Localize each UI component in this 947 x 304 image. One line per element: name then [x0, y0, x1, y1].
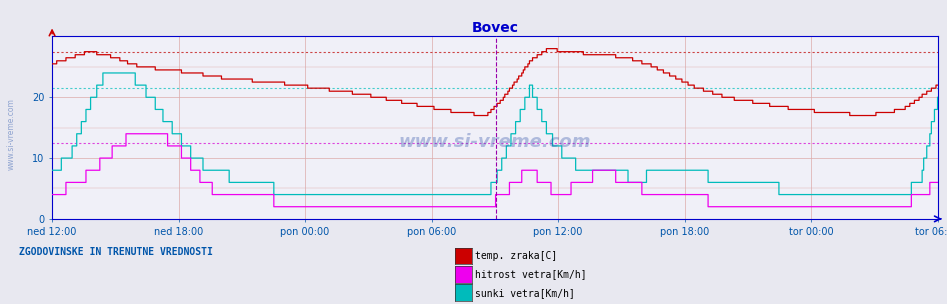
Text: ZGODOVINSKE IN TRENUTNE VREDNOSTI: ZGODOVINSKE IN TRENUTNE VREDNOSTI [19, 247, 213, 257]
Text: sunki vetra[Km/h]: sunki vetra[Km/h] [475, 288, 575, 298]
Text: hitrost vetra[Km/h]: hitrost vetra[Km/h] [475, 270, 587, 279]
Text: temp. zraka[C]: temp. zraka[C] [475, 251, 558, 261]
Text: www.si-vreme.com: www.si-vreme.com [399, 133, 591, 151]
Title: Bovec: Bovec [472, 21, 518, 35]
Text: www.si-vreme.com: www.si-vreme.com [7, 98, 16, 170]
